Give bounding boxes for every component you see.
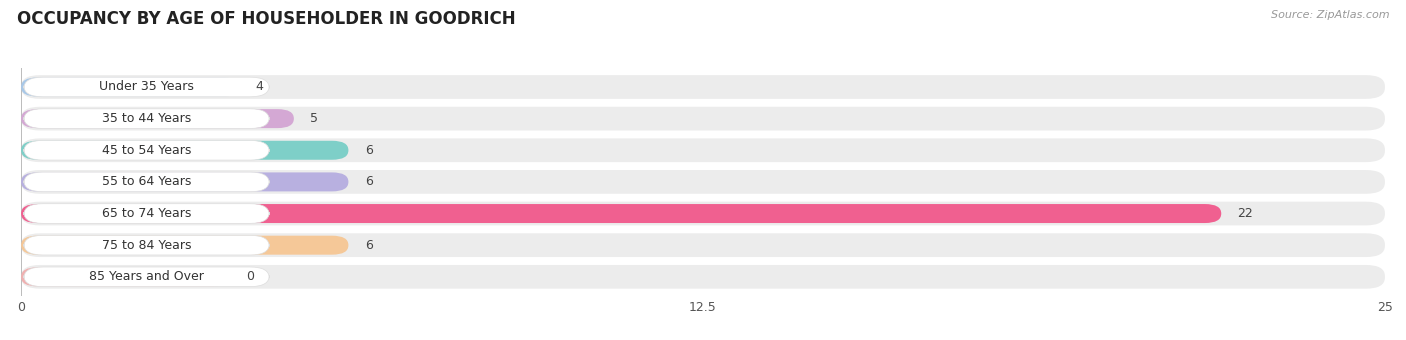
- FancyBboxPatch shape: [24, 77, 270, 97]
- Text: Source: ZipAtlas.com: Source: ZipAtlas.com: [1271, 10, 1389, 20]
- Text: 75 to 84 Years: 75 to 84 Years: [101, 239, 191, 252]
- FancyBboxPatch shape: [24, 140, 270, 160]
- FancyBboxPatch shape: [24, 204, 270, 223]
- FancyBboxPatch shape: [21, 236, 349, 255]
- Text: Under 35 Years: Under 35 Years: [100, 81, 194, 94]
- FancyBboxPatch shape: [21, 141, 349, 160]
- FancyBboxPatch shape: [21, 172, 349, 191]
- FancyBboxPatch shape: [21, 267, 229, 286]
- Text: 0: 0: [246, 270, 254, 283]
- Text: 6: 6: [364, 144, 373, 157]
- Text: 45 to 54 Years: 45 to 54 Years: [101, 144, 191, 157]
- Text: 55 to 64 Years: 55 to 64 Years: [101, 175, 191, 188]
- FancyBboxPatch shape: [21, 202, 1385, 225]
- FancyBboxPatch shape: [24, 172, 270, 192]
- FancyBboxPatch shape: [21, 109, 294, 128]
- FancyBboxPatch shape: [21, 233, 1385, 257]
- Text: 5: 5: [311, 112, 318, 125]
- FancyBboxPatch shape: [21, 265, 1385, 289]
- FancyBboxPatch shape: [24, 109, 270, 129]
- FancyBboxPatch shape: [21, 204, 1222, 223]
- Text: 85 Years and Over: 85 Years and Over: [89, 270, 204, 283]
- Text: 4: 4: [256, 81, 263, 94]
- Text: 65 to 74 Years: 65 to 74 Years: [101, 207, 191, 220]
- FancyBboxPatch shape: [21, 107, 1385, 131]
- FancyBboxPatch shape: [24, 235, 270, 255]
- FancyBboxPatch shape: [21, 138, 1385, 162]
- Text: 22: 22: [1237, 207, 1253, 220]
- Text: 6: 6: [364, 239, 373, 252]
- FancyBboxPatch shape: [21, 78, 239, 97]
- Text: 6: 6: [364, 175, 373, 188]
- FancyBboxPatch shape: [21, 170, 1385, 194]
- Text: 35 to 44 Years: 35 to 44 Years: [103, 112, 191, 125]
- FancyBboxPatch shape: [21, 75, 1385, 99]
- Text: OCCUPANCY BY AGE OF HOUSEHOLDER IN GOODRICH: OCCUPANCY BY AGE OF HOUSEHOLDER IN GOODR…: [17, 10, 516, 28]
- FancyBboxPatch shape: [24, 267, 270, 287]
